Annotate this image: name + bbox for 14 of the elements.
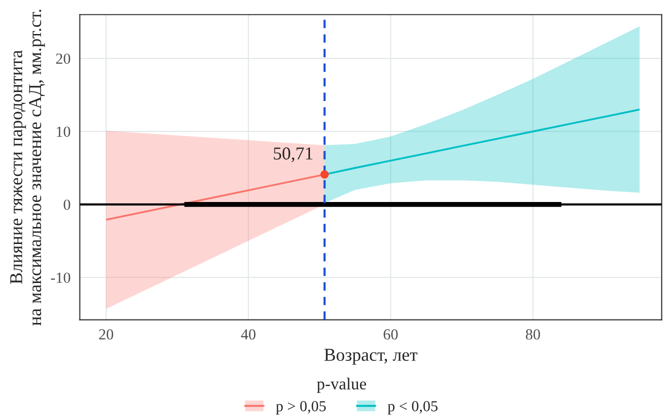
legend-label: p > 0,05 bbox=[276, 401, 326, 414]
annotation: 50,71 bbox=[274, 147, 312, 162]
x-tick-label: 40 bbox=[241, 329, 256, 340]
x-tick-label: 80 bbox=[526, 329, 540, 340]
legend-label: p < 0,05 bbox=[388, 401, 438, 414]
x-axis-title: Возраст, лет bbox=[324, 348, 418, 365]
legend-title: p-value bbox=[316, 378, 366, 393]
x-tick-label: 20 bbox=[99, 329, 114, 340]
y-axis-title: Влияние тяжести пародонтита на максимальное значение сАД, мм.рт.ст. bbox=[10, 10, 45, 326]
y-tick-label: 20 bbox=[56, 54, 70, 64]
y-tick-label: 0 bbox=[64, 200, 70, 210]
x-tick-label: 60 bbox=[384, 329, 398, 340]
y-tick-label: 10 bbox=[56, 126, 70, 137]
y-tick-label: -10 bbox=[50, 272, 70, 283]
